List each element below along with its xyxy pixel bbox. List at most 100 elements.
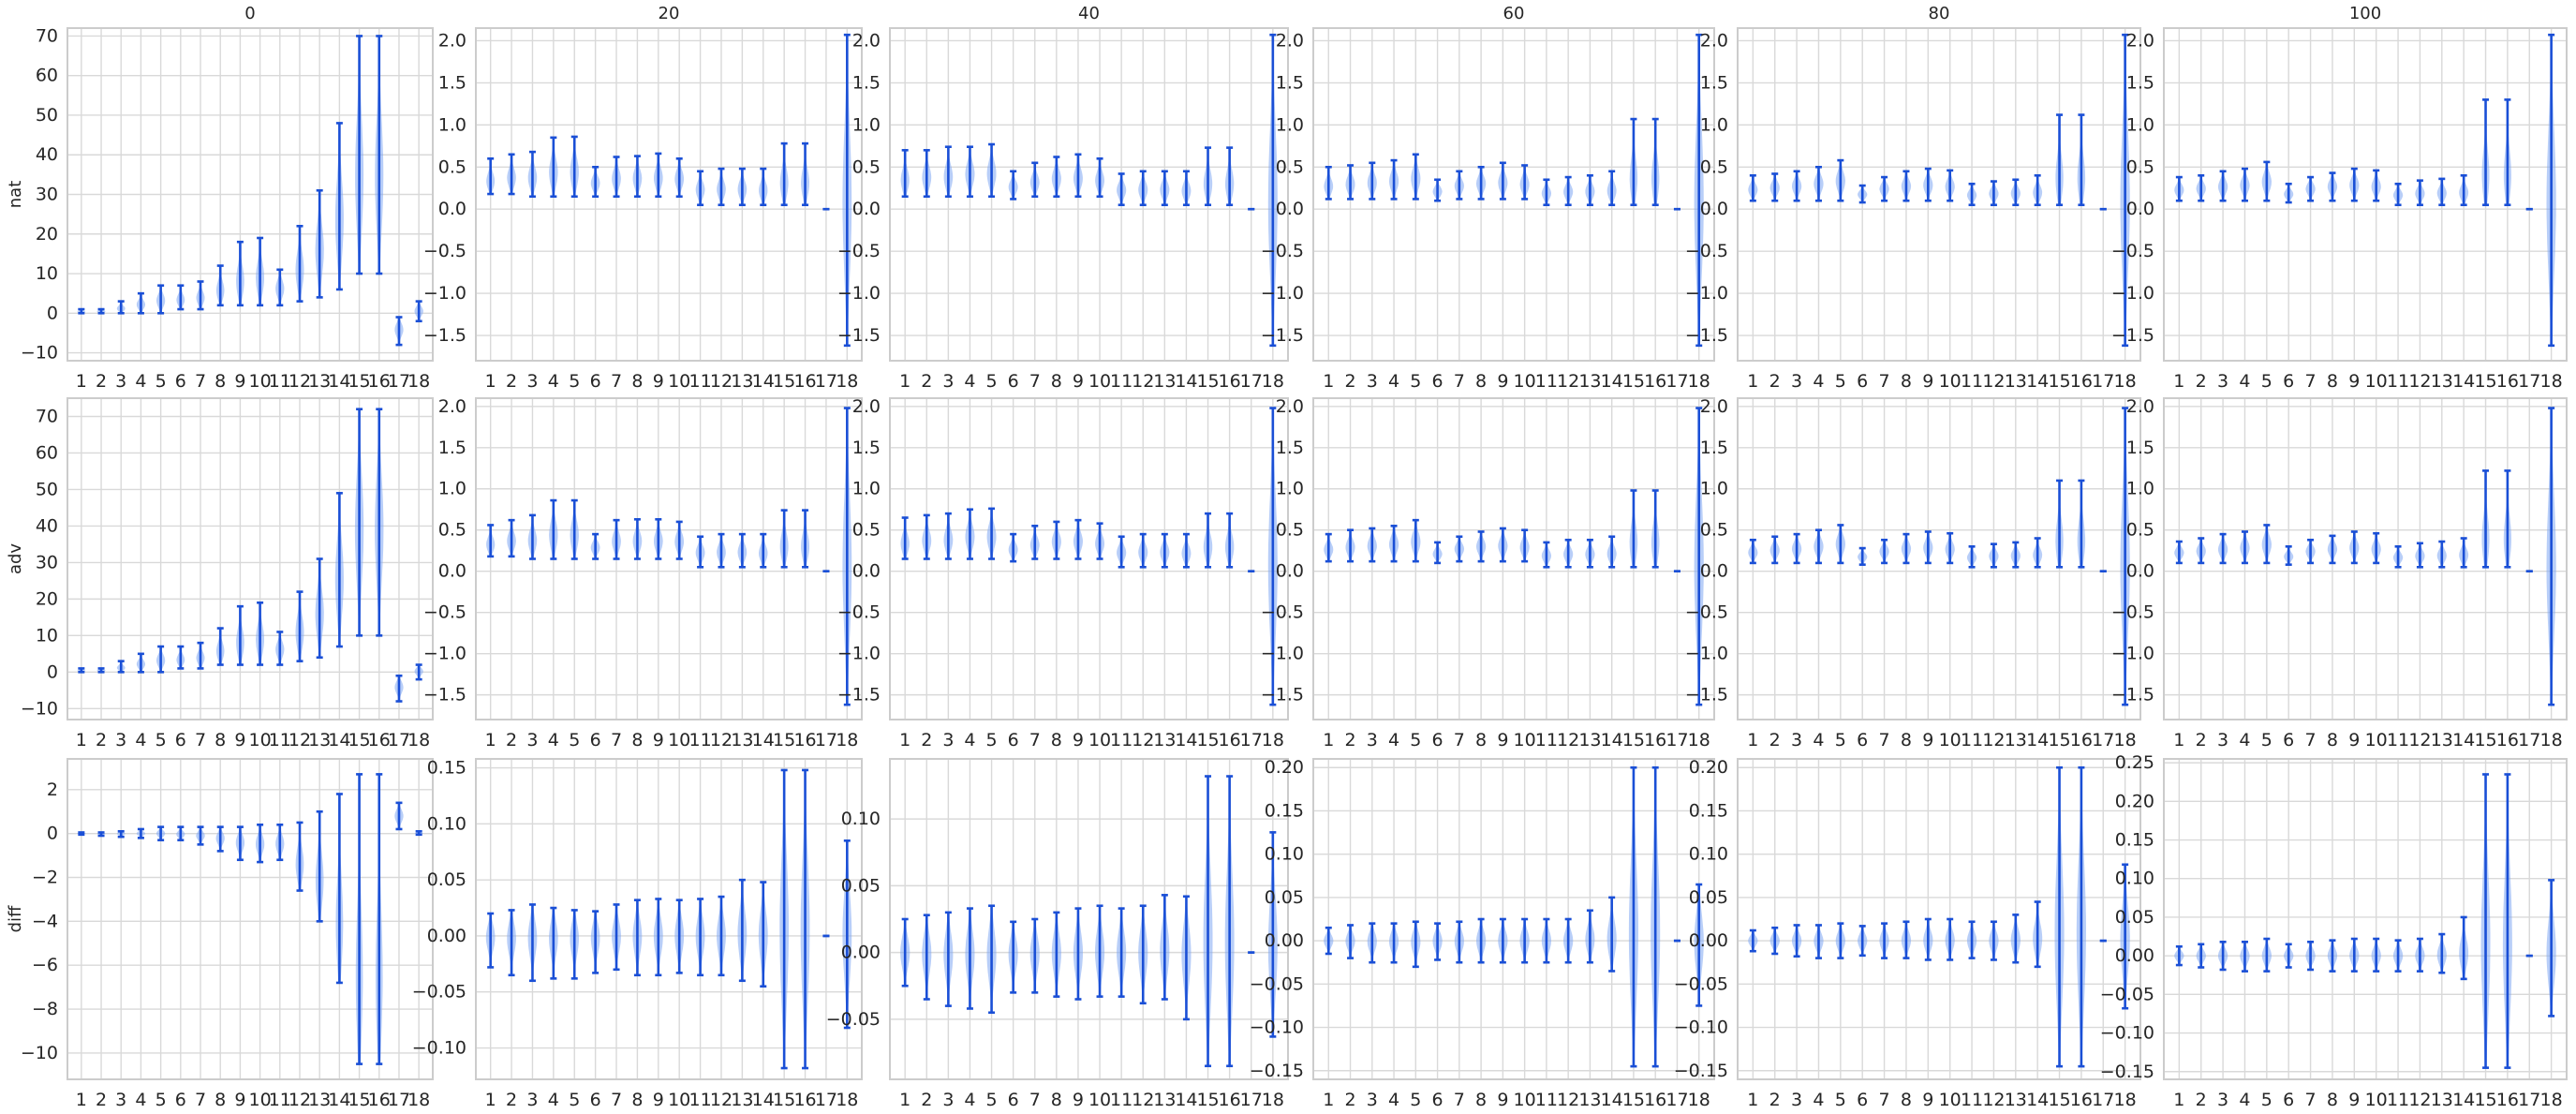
violin-15 <box>1629 489 1638 569</box>
violin-3 <box>116 300 126 315</box>
plot-frame <box>2163 758 2568 1080</box>
violin-5 <box>986 904 997 1015</box>
violin-4 <box>2240 941 2250 973</box>
x-tick-label: 14 <box>1175 1090 1197 1110</box>
plot-area <box>1313 398 1714 720</box>
x-tick-label: 5 <box>986 371 998 392</box>
violin-13 <box>737 167 748 207</box>
violin-16 <box>1651 117 1660 207</box>
x-tick-label: 5 <box>1410 371 1421 392</box>
x-tick-label: 6 <box>175 371 186 392</box>
x-tick-label: 11 <box>269 730 291 750</box>
violin-10 <box>2371 937 2381 973</box>
x-tick-label: 18 <box>2540 730 2563 750</box>
x-tick-label: 4 <box>135 1090 146 1110</box>
violin-9 <box>2349 530 2360 565</box>
x-tick-label: 4 <box>548 1090 559 1110</box>
violin-16 <box>2077 113 2086 207</box>
violin-10 <box>674 157 685 199</box>
x-tick-label: 1 <box>2173 730 2184 750</box>
violin-4 <box>1814 528 1824 565</box>
x-tick-label: 1 <box>2173 1090 2184 1110</box>
x-tick-label: 16 <box>368 730 391 750</box>
x-tick-label: 6 <box>1432 730 1443 750</box>
y-tick-label: 60 <box>36 66 58 86</box>
violin-3 <box>2218 170 2228 202</box>
violin-8 <box>1901 170 1912 202</box>
x-tick-label: 7 <box>1879 1090 1890 1110</box>
violin-4 <box>136 827 146 839</box>
violin-4 <box>136 291 145 315</box>
violin-2 <box>1345 924 1355 959</box>
y-tick-label: 2.0 <box>438 396 466 417</box>
violin-11 <box>2393 182 2404 207</box>
violin-13 <box>2436 540 2447 569</box>
violin-18 <box>1694 407 1704 706</box>
violin-7 <box>2305 538 2316 565</box>
y-tick-label: 0.20 <box>1265 757 1304 778</box>
violin-4 <box>965 907 975 1010</box>
x-tick-label: 4 <box>964 730 975 750</box>
y-tick-label: 0.05 <box>427 869 466 890</box>
x-tick-label: 1 <box>485 371 496 392</box>
violin-10 <box>1945 531 1955 565</box>
violin-12 <box>1138 532 1148 569</box>
violin-2 <box>922 149 932 199</box>
y-tick-label: 0.10 <box>841 809 881 829</box>
x-tick-label: 15 <box>2474 1090 2496 1110</box>
plot-frame <box>889 758 1289 1080</box>
x-tick-label: 1 <box>76 1090 87 1110</box>
x-tick-label: 7 <box>1454 371 1465 392</box>
y-tick-label: −1.5 <box>1685 325 1728 346</box>
x-tick-label: 14 <box>1175 371 1197 392</box>
plot-frame <box>1737 27 2141 362</box>
y-tick-label: 1.5 <box>1700 438 1728 458</box>
panel-nat-40: −1.5−1.0−0.50.00.51.01.52.01 2 3 4 5 6 7 8 9 1011… <box>837 27 1289 392</box>
x-tick-label: 3 <box>115 371 126 392</box>
x-tick-label: 12 <box>1557 371 1579 392</box>
y-tick-label: −0.15 <box>1250 1061 1304 1081</box>
violin-7 <box>2305 175 2316 202</box>
y-tick-label: 0.0 <box>1700 199 1728 219</box>
violin-12 <box>1138 904 1148 1005</box>
x-tick-label: 18 <box>1688 730 1710 750</box>
x-tick-label: 13 <box>308 730 331 750</box>
x-tick-label: 16 <box>2496 371 2519 392</box>
y-tick-label: −0.05 <box>1250 973 1304 994</box>
x-tick-label: 14 <box>2026 1090 2049 1110</box>
x-tick-label: 15 <box>2048 730 2070 750</box>
violin-6 <box>1008 920 1018 994</box>
y-tick-label: −0.5 <box>423 241 466 261</box>
y-tick-label: 0.00 <box>427 926 466 946</box>
violin-14 <box>1181 895 1192 1021</box>
x-tick-label: 9 <box>1922 730 1933 750</box>
x-tick-label: 7 <box>611 371 622 392</box>
x-tick-label: 9 <box>234 1090 245 1110</box>
y-tick-label: −1.5 <box>837 325 881 346</box>
violin-5 <box>1835 524 1845 565</box>
x-tick-label: 12 <box>2408 371 2431 392</box>
violin-12 <box>1989 180 1999 207</box>
violin-10 <box>1095 522 1104 560</box>
y-tick-label: −10 <box>21 343 58 364</box>
x-tick-label: 15 <box>773 730 795 750</box>
x-tick-label: 18 <box>1262 371 1284 392</box>
violin-18 <box>2120 407 2130 706</box>
violin-10 <box>1519 528 1530 563</box>
x-tick-label: 12 <box>1132 371 1154 392</box>
x-tick-label: 17 <box>1666 371 1688 392</box>
violin-12 <box>295 590 304 662</box>
violin-14 <box>334 492 344 648</box>
violin-11 <box>695 535 705 569</box>
violin-8 <box>632 899 643 977</box>
y-tick-label: 0.0 <box>1276 199 1304 219</box>
violin-9 <box>1498 161 1508 201</box>
violin-6 <box>2284 182 2294 204</box>
panel-nat-20: −1.5−1.0−0.50.00.51.01.52.01 2 3 4 5 6 7 8 9 1011… <box>423 27 863 392</box>
x-tick-label: 15 <box>1196 730 1219 750</box>
x-tick-label: 15 <box>1622 371 1645 392</box>
x-tick-label: 14 <box>1601 730 1623 750</box>
x-tick-label: 11 <box>269 371 291 392</box>
violin-11 <box>1966 920 1977 959</box>
